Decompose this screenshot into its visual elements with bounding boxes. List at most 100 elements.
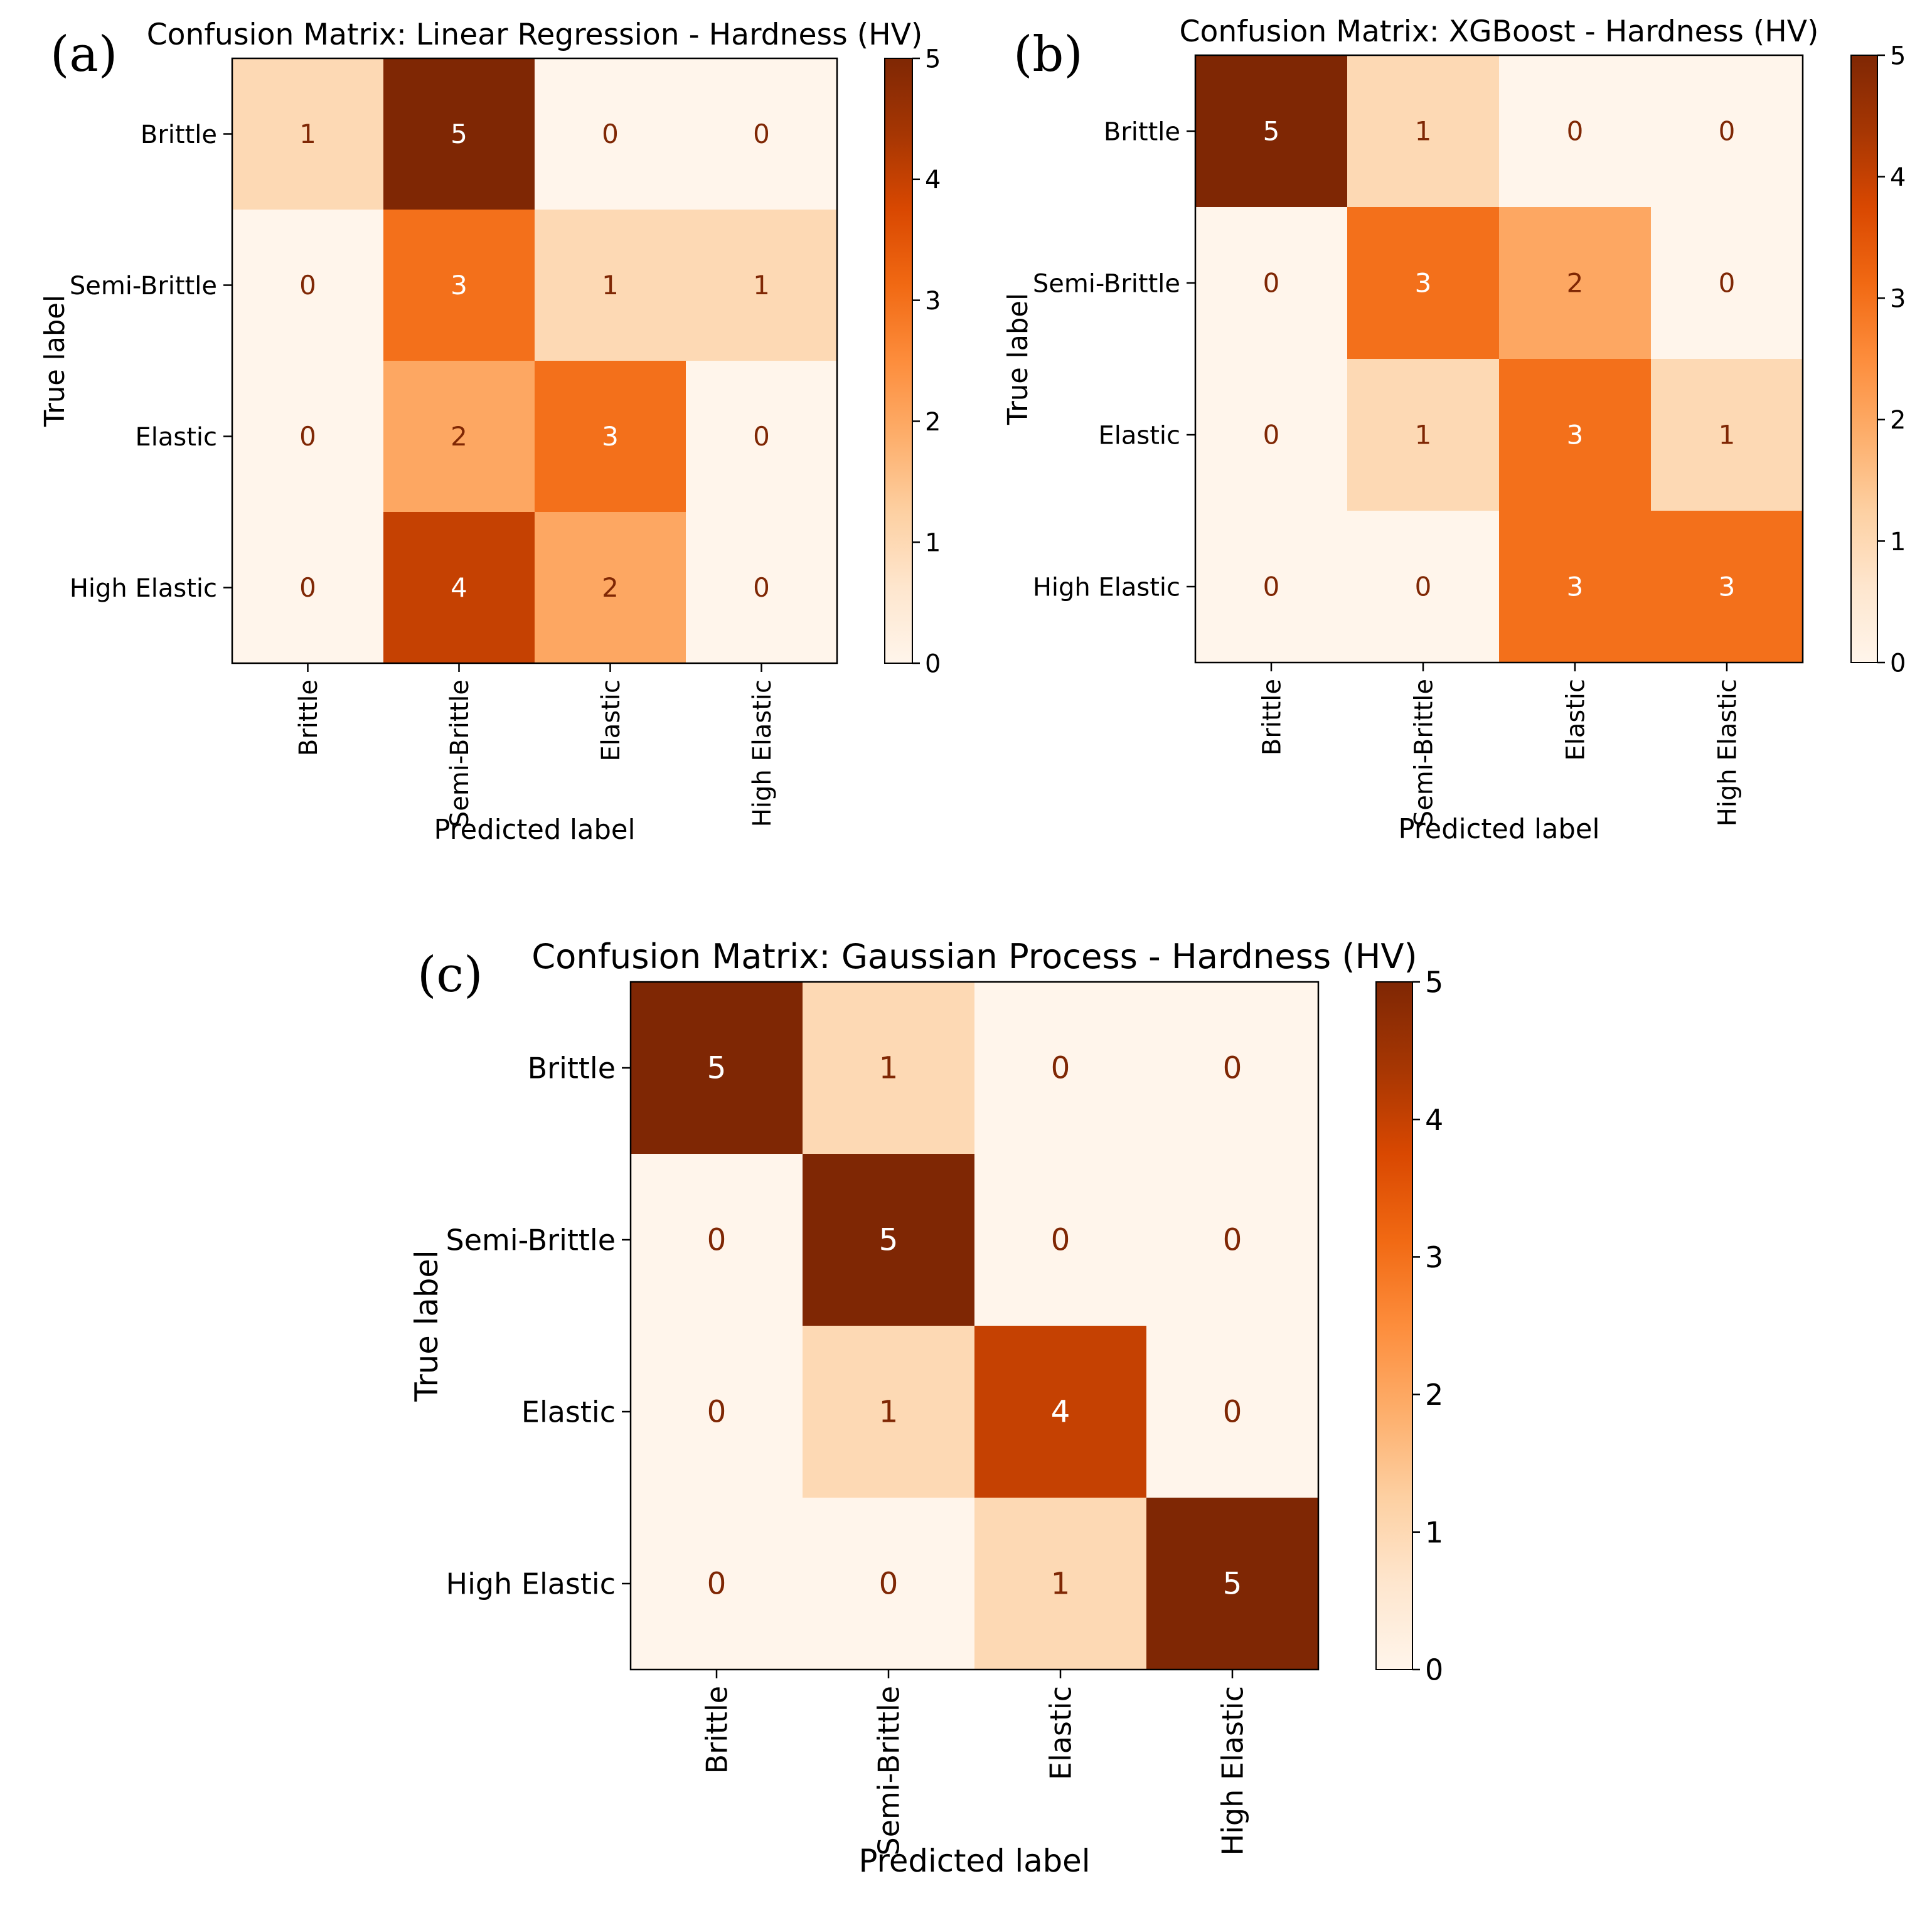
matrix-cell xyxy=(1499,207,1652,360)
cell-value-label: 0 xyxy=(1415,571,1432,602)
colorbar xyxy=(884,58,913,664)
y-tick-label: Brittle xyxy=(1104,117,1180,146)
cell-value-label: 1 xyxy=(1051,1567,1070,1602)
cell-value-label: 3 xyxy=(1719,571,1736,602)
matrix-cell xyxy=(686,210,838,361)
cell-value-label: 0 xyxy=(1223,1395,1242,1430)
cell-value-label: 0 xyxy=(1223,1223,1242,1258)
y-tick-label: Elastic xyxy=(135,423,217,452)
y-tick-label: High Elastic xyxy=(446,1567,616,1601)
y-tick-label: High Elastic xyxy=(1033,573,1180,602)
cell-value-label: 3 xyxy=(451,270,467,301)
matrix-cell xyxy=(535,361,686,513)
matrix-cell xyxy=(1347,207,1500,360)
cell-value-label: 0 xyxy=(879,1567,899,1602)
matrix-cell xyxy=(1499,511,1652,663)
panel-c: (c) Confusion Matrix: Gaussian Process -… xyxy=(376,932,1518,1910)
matrix-cell xyxy=(974,982,1147,1154)
x-tick-label: Brittle xyxy=(700,1686,734,1774)
matrix-cell xyxy=(1499,55,1652,208)
matrix-cell xyxy=(1146,1154,1319,1326)
confusion-matrix-chart: Confusion Matrix: Linear Regression - Ha… xyxy=(40,18,941,846)
cell-value-label: 5 xyxy=(707,1051,727,1086)
x-tick-label: Brittle xyxy=(1257,679,1286,755)
y-axis-label: True label xyxy=(40,295,71,427)
cell-value-label: 2 xyxy=(451,421,467,452)
colorbar-tick-label: 4 xyxy=(1425,1103,1443,1137)
x-tick-label: Brittle xyxy=(294,679,323,756)
colorbar-tick-label: 1 xyxy=(1890,528,1906,557)
cell-value-label: 0 xyxy=(707,1567,727,1602)
cell-value-label: 4 xyxy=(1051,1395,1070,1430)
matrix-cell xyxy=(232,58,384,210)
confusion-matrix-chart: Confusion Matrix: Gaussian Process - Har… xyxy=(408,937,1443,1879)
cell-value-label: 1 xyxy=(602,270,619,301)
chart-title: Confusion Matrix: Gaussian Process - Har… xyxy=(531,937,1417,976)
cell-value-label: 1 xyxy=(299,119,316,149)
colorbar-tick-label: 4 xyxy=(1890,163,1906,192)
cell-value-label: 0 xyxy=(1051,1223,1070,1258)
matrix-cell xyxy=(1146,1498,1319,1670)
matrix-cell xyxy=(535,58,686,210)
matrix-cell xyxy=(383,210,535,361)
matrix-cell xyxy=(232,210,384,361)
cell-value-label: 3 xyxy=(1415,267,1432,298)
cell-value-label: 5 xyxy=(1223,1567,1242,1602)
cell-value-label: 0 xyxy=(707,1223,727,1258)
cell-value-label: 0 xyxy=(753,119,770,149)
matrix-cell xyxy=(1195,359,1348,511)
matrix-cell xyxy=(803,1498,975,1670)
matrix-cell xyxy=(1499,359,1652,511)
cell-value-label: 0 xyxy=(1719,267,1736,298)
cell-value-label: 5 xyxy=(1263,115,1280,146)
matrix-cell xyxy=(974,1326,1147,1498)
cell-value-label: 1 xyxy=(753,270,770,301)
cell-value-label: 0 xyxy=(1567,115,1584,146)
colorbar-tick-label: 3 xyxy=(1425,1240,1443,1274)
cell-value-label: 0 xyxy=(299,421,316,452)
matrix-cell xyxy=(1347,55,1500,208)
cell-value-label: 1 xyxy=(1719,419,1736,450)
chart-title: Confusion Matrix: XGBoost - Hardness (HV… xyxy=(1180,14,1819,49)
matrix-cell xyxy=(974,1154,1147,1326)
matrix-cell xyxy=(686,58,838,210)
colorbar-tick-label: 5 xyxy=(1890,41,1906,70)
colorbar-tick-label: 1 xyxy=(1425,1515,1443,1549)
panel-a: (a) Confusion Matrix: Linear Regression … xyxy=(40,11,973,883)
y-tick-label: High Elastic xyxy=(70,574,217,603)
matrix-cell xyxy=(232,361,384,513)
colorbar xyxy=(1850,55,1878,663)
cell-value-label: 3 xyxy=(602,421,619,452)
cell-value-label: 3 xyxy=(1567,571,1584,602)
matrix-cell xyxy=(535,210,686,361)
matrix-cell xyxy=(631,982,803,1154)
cell-value-label: 0 xyxy=(1223,1051,1242,1086)
matrix-cell xyxy=(1651,511,1803,663)
x-tick-label: High Elastic xyxy=(1216,1686,1250,1855)
axes-frame xyxy=(1194,54,1804,664)
matrix-cell xyxy=(974,1498,1147,1670)
matrix-cell xyxy=(383,512,535,664)
matrix-cell xyxy=(1347,359,1500,511)
colorbar-tick-label: 0 xyxy=(1890,649,1906,678)
axes-frame xyxy=(629,981,1320,1671)
y-tick-label: Semi-Brittle xyxy=(446,1223,616,1257)
chart-title: Confusion Matrix: Linear Regression - Ha… xyxy=(147,18,923,52)
x-tick-label: Elastic xyxy=(597,679,626,762)
matrix-cell xyxy=(1651,207,1803,360)
matrix-cell xyxy=(803,982,975,1154)
matrix-cell xyxy=(1146,982,1319,1154)
x-axis-label: Predicted label xyxy=(1399,814,1600,845)
y-tick-label: Elastic xyxy=(521,1395,616,1429)
matrix-cell xyxy=(631,1498,803,1670)
matrix-cell xyxy=(1146,1326,1319,1498)
cell-value-label: 2 xyxy=(602,572,619,603)
matrix-cell xyxy=(1347,511,1500,663)
cell-value-label: 3 xyxy=(1567,419,1584,450)
cell-value-label: 0 xyxy=(753,421,770,452)
matrix-cell xyxy=(1651,359,1803,511)
cell-value-label: 1 xyxy=(879,1395,899,1430)
matrix-cell xyxy=(1651,55,1803,208)
matrix-cell xyxy=(232,512,384,664)
matrix-cell xyxy=(686,512,838,664)
